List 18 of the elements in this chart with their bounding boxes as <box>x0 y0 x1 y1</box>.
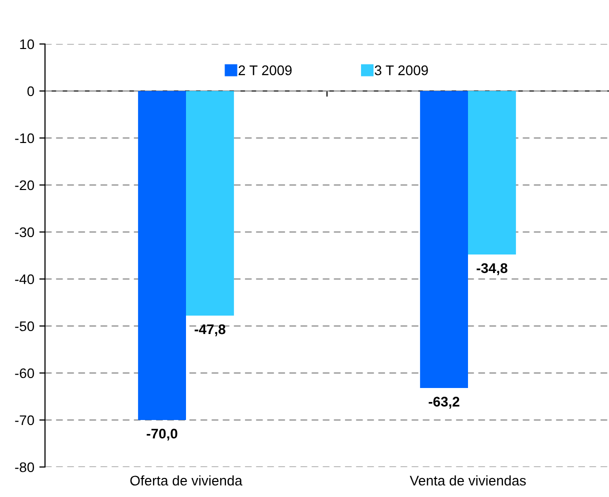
y-tick-label: -60 <box>15 368 34 378</box>
y-tick-label: -30 <box>15 227 34 238</box>
y-tick-label: 10 <box>20 39 34 50</box>
y-tick-label: 0 <box>27 86 34 96</box>
data-label: -34,8 <box>476 263 508 276</box>
x-tick-label: Oferta de vivienda <box>130 475 242 486</box>
legend-label: 3 T 2009 <box>374 65 428 76</box>
data-label: -70,0 <box>146 428 178 441</box>
y-tick-label: -70 <box>15 415 34 426</box>
data-label: -63,2 <box>428 396 460 409</box>
data-label: -47,8 <box>194 324 226 336</box>
legend-label: 2 T 2009 <box>238 65 292 76</box>
y-tick-label: -20 <box>15 180 34 190</box>
y-tick-label: -50 <box>15 321 34 332</box>
y-tick-label: -40 <box>15 274 34 284</box>
y-tick-label: -10 <box>15 133 34 144</box>
x-tick-label: Venta de viviendas <box>410 475 526 486</box>
y-tick-label: -80 <box>15 462 34 472</box>
